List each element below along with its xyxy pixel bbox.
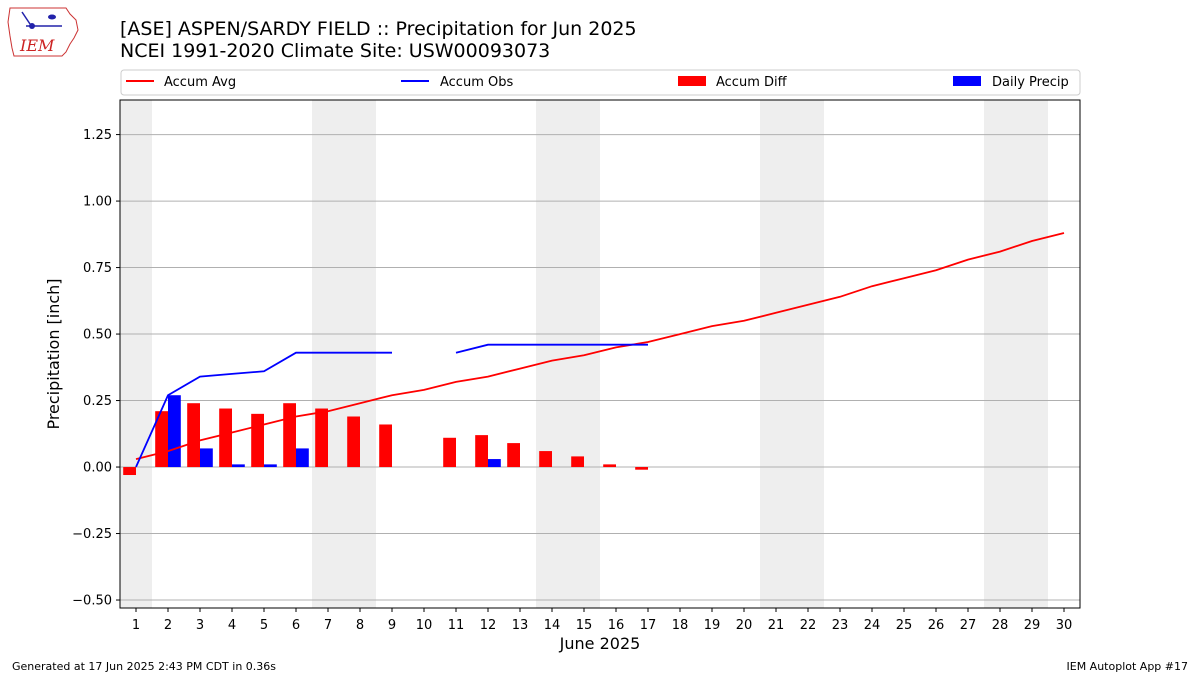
plot-frame — [119, 99, 1081, 609]
x-tick-label: 9 — [388, 618, 396, 633]
bar-accum-diff — [475, 435, 488, 468]
gridlines — [120, 134, 1080, 601]
x-tick-label: 14 — [544, 618, 561, 633]
logo-sun-dot — [29, 23, 35, 29]
x-tick-label: 25 — [896, 618, 913, 633]
bar-daily-precip — [200, 448, 213, 468]
bar-accum-diff — [315, 408, 328, 468]
footer-generated: Generated at 17 Jun 2025 2:43 PM CDT in … — [12, 660, 276, 673]
bar-daily-precip — [296, 448, 309, 468]
x-tick-label: 2 — [164, 618, 172, 633]
x-tick-label: 27 — [960, 618, 977, 633]
bar-accum-diff — [603, 464, 616, 468]
y-axis-ticks: −0.50 −0.25 0.00 0.25 0.50 0.75 1.00 1.25 — [72, 128, 120, 609]
weekend-band — [312, 100, 376, 608]
bar-accum-diff — [539, 451, 552, 468]
x-tick-label: 21 — [768, 618, 785, 633]
logo-state-outline — [7, 7, 79, 57]
y-axis-label: Precipitation [inch] — [44, 278, 63, 429]
x-tick-label: 23 — [832, 618, 849, 633]
logo-text: IEM — [19, 36, 55, 55]
x-tick-label: 22 — [800, 618, 817, 633]
x-tick-label: 13 — [512, 618, 529, 633]
lines — [135, 232, 1065, 468]
x-tick-label: 20 — [736, 618, 753, 633]
legend-label-accum-obs: Accum Obs — [440, 75, 513, 90]
bar-daily-precip — [168, 395, 181, 468]
x-tick-label: 28 — [992, 618, 1009, 633]
weekend-band — [984, 100, 1048, 608]
x-tick-label: 6 — [292, 618, 300, 633]
x-axis-ticks: 1 2 3 4 5 6 7 8 9 10 11 12 13 14 15 16 17 18 19 20 21 22 23 24 2… — [132, 608, 1072, 633]
legend-swatch-daily-precip — [953, 76, 981, 86]
x-tick-label: 11 — [448, 618, 465, 633]
iem-logo: IEM — [7, 7, 79, 57]
y-tick-label: 1.25 — [83, 128, 112, 143]
x-tick-label: 7 — [324, 618, 332, 633]
legend-label-accum-diff: Accum Diff — [716, 75, 788, 90]
footer-app: IEM Autoplot App #17 — [1067, 660, 1189, 673]
bar-accum-diff — [443, 437, 456, 468]
bar-accum-diff — [251, 413, 264, 468]
logo-cloud — [48, 14, 56, 20]
x-tick-label: 19 — [704, 618, 721, 633]
bars — [123, 395, 648, 476]
bar-accum-diff — [347, 416, 360, 468]
x-tick-label: 15 — [576, 618, 593, 633]
legend-frame — [120, 69, 1081, 96]
bar-accum-diff — [283, 403, 296, 468]
chart-title: [ASE] ASPEN/SARDY FIELD :: Precipitation… — [120, 18, 637, 40]
bar-accum-diff — [123, 467, 136, 476]
x-tick-label: 3 — [196, 618, 204, 633]
y-tick-label: 0.75 — [83, 261, 112, 276]
x-tick-label: 29 — [1024, 618, 1041, 633]
bar-daily-precip — [488, 459, 501, 468]
x-tick-label: 1 — [132, 618, 140, 633]
bar-accum-diff — [187, 403, 200, 468]
legend-swatch-accum-diff — [678, 76, 706, 86]
y-tick-label: 0.50 — [83, 328, 112, 343]
legend: Accum Avg Accum Obs Accum Diff Daily Pre… — [120, 69, 1081, 96]
bar-accum-diff — [219, 408, 232, 468]
x-axis-label: June 2025 — [559, 634, 641, 653]
legend-label-daily-precip: Daily Precip — [992, 75, 1069, 90]
bar-accum-diff — [635, 467, 648, 470]
y-tick-label: −0.50 — [72, 594, 112, 609]
x-tick-label: 26 — [928, 618, 945, 633]
x-tick-label: 24 — [864, 618, 881, 633]
bar-accum-diff — [507, 443, 520, 468]
y-tick-label: 0.25 — [83, 394, 112, 409]
y-tick-label: 0.00 — [83, 461, 112, 476]
x-tick-label: 16 — [608, 618, 625, 633]
bar-daily-precip — [264, 464, 277, 468]
logo-wind-line — [21, 11, 31, 25]
y-tick-label: 1.00 — [83, 195, 112, 210]
weekend-band — [760, 100, 824, 608]
line-accum-avg — [135, 232, 1065, 460]
x-tick-label: 12 — [480, 618, 497, 633]
line-accum-obs — [135, 351, 392, 468]
chart-subtitle: NCEI 1991-2020 Climate Site: USW00093073 — [120, 40, 550, 62]
x-tick-label: 5 — [260, 618, 268, 633]
bar-accum-diff — [571, 456, 584, 468]
x-tick-label: 30 — [1056, 618, 1073, 633]
bar-daily-precip — [232, 464, 245, 468]
y-tick-label: −0.25 — [72, 527, 112, 542]
x-tick-label: 8 — [356, 618, 364, 633]
x-tick-label: 4 — [228, 618, 236, 633]
bar-accum-diff — [379, 424, 392, 468]
x-tick-label: 10 — [416, 618, 433, 633]
weekend-band — [120, 100, 152, 608]
x-tick-label: 17 — [640, 618, 657, 633]
x-tick-label: 18 — [672, 618, 689, 633]
line-accum-obs — [455, 343, 648, 354]
weekend-bands — [120, 100, 1048, 608]
legend-label-accum-avg: Accum Avg — [164, 75, 236, 90]
